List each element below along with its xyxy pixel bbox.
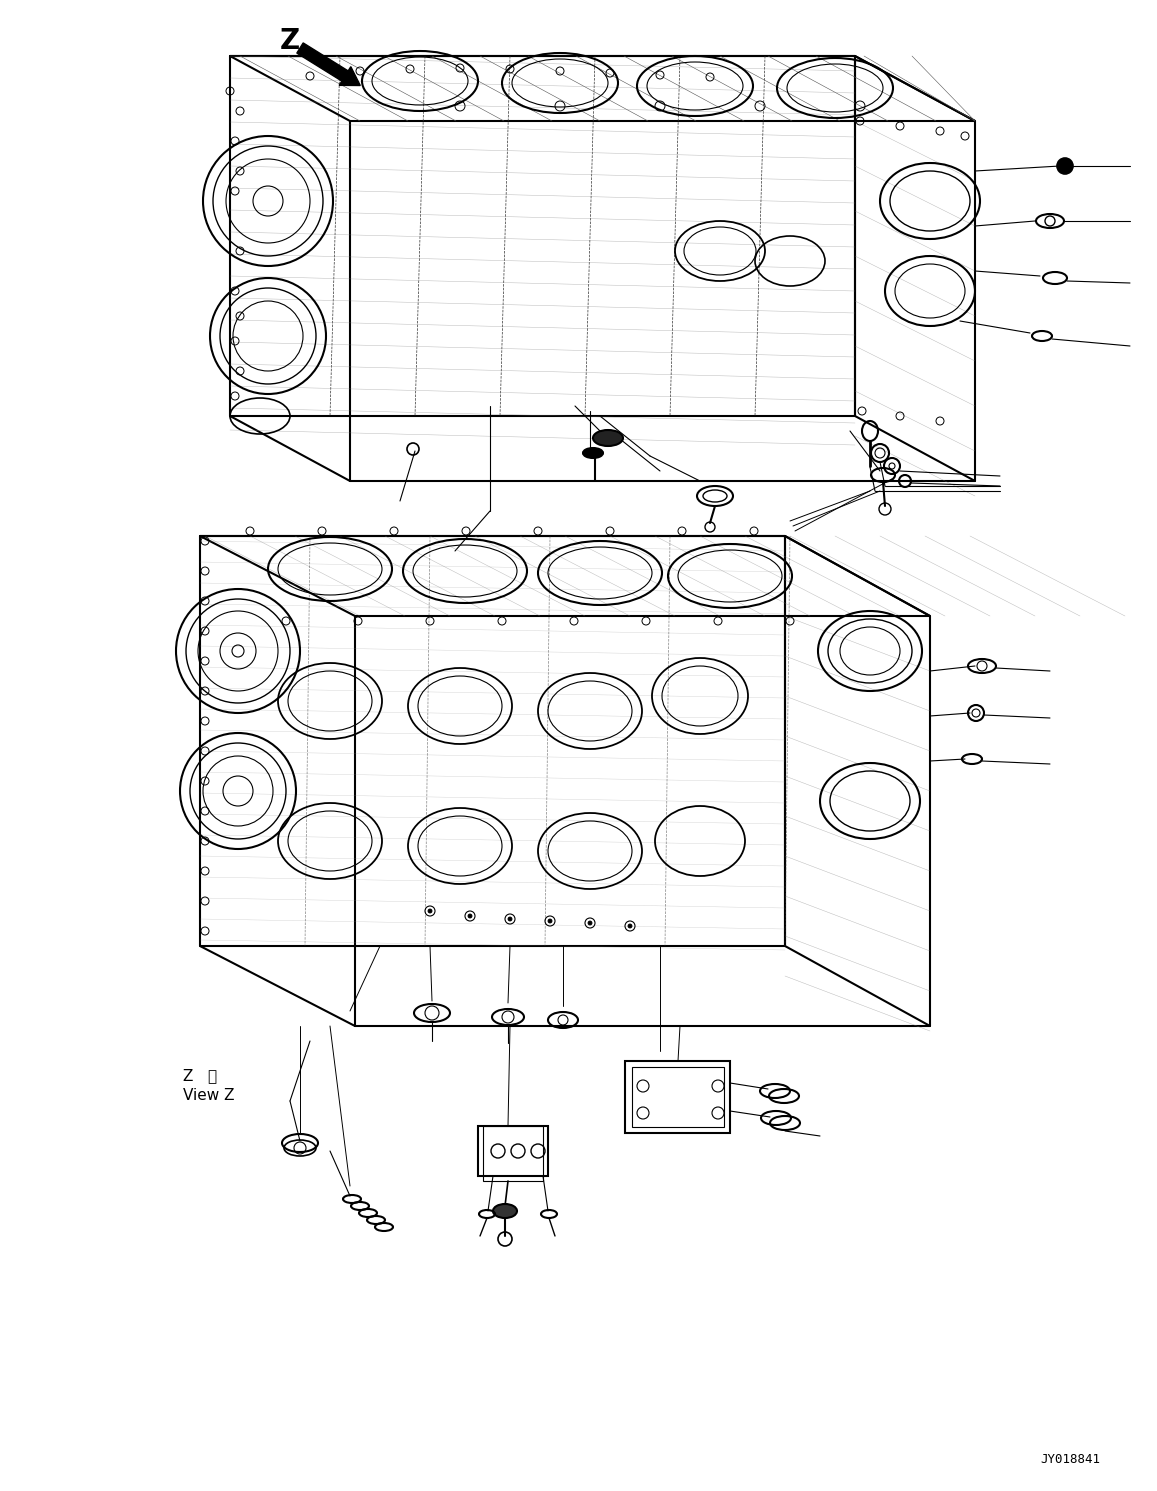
Circle shape: [548, 918, 552, 923]
Bar: [632, 1068, 724, 1127]
Text: Z: Z: [280, 27, 300, 55]
Circle shape: [428, 910, 432, 912]
Bar: [478, 1126, 548, 1176]
Bar: [625, 1062, 730, 1133]
Text: Z   視: Z 視: [183, 1069, 218, 1084]
Circle shape: [1057, 158, 1073, 174]
Circle shape: [467, 914, 472, 918]
Ellipse shape: [594, 429, 622, 446]
Bar: [482, 1126, 543, 1181]
Circle shape: [508, 917, 513, 921]
Ellipse shape: [583, 447, 603, 458]
Circle shape: [628, 924, 632, 927]
Text: JY018841: JY018841: [1040, 1454, 1100, 1466]
Ellipse shape: [493, 1205, 517, 1218]
Circle shape: [588, 921, 592, 924]
Text: View Z: View Z: [183, 1088, 235, 1103]
FancyArrow shape: [297, 43, 360, 85]
